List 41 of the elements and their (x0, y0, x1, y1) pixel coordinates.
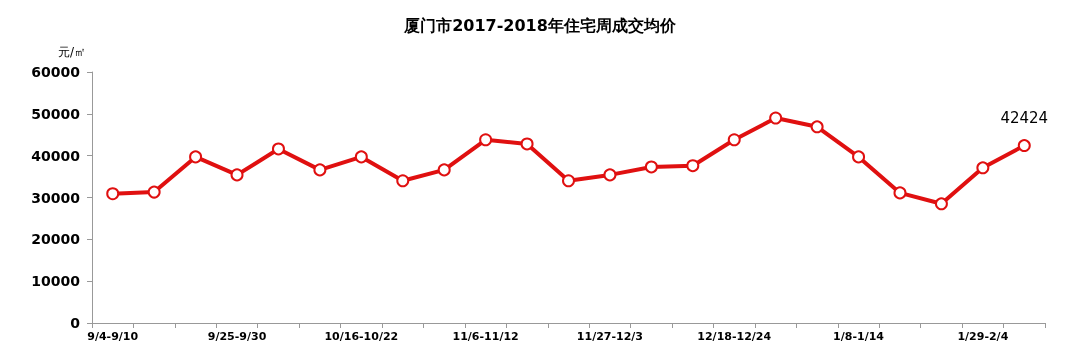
point (686, 159, 700, 173)
x-tick-label: 12/18-12/24 (697, 330, 772, 343)
x-tick-label: 11/6-11/12 (452, 330, 519, 343)
x-tick-label: 1/29-2/4 (957, 330, 1009, 343)
point (230, 168, 244, 182)
point (106, 187, 120, 201)
x-tick-label: 9/25-9/30 (207, 330, 267, 343)
point (810, 120, 824, 134)
chart-title: 厦门市2017-2018年住宅周成交均价 (403, 15, 677, 35)
y-tick-label: 20000 (31, 231, 81, 248)
point (271, 142, 285, 156)
x-tick-label: 10/16-10/22 (324, 330, 399, 343)
point (520, 137, 534, 151)
point (189, 150, 203, 164)
point (396, 174, 410, 188)
point (727, 133, 741, 147)
point (769, 111, 783, 125)
point (893, 186, 907, 200)
x-tick-label: 11/27-12/3 (576, 330, 644, 343)
point (1017, 139, 1031, 153)
point (437, 163, 451, 177)
point (976, 161, 990, 175)
y-tick-label: 60000 (31, 64, 81, 80)
point (562, 174, 575, 188)
point (354, 150, 368, 164)
point (147, 185, 161, 199)
y-tick-label: 10000 (31, 273, 81, 290)
point (934, 197, 948, 211)
point (313, 163, 327, 177)
y-axis-title: 元/㎡ (57, 45, 86, 59)
y-tick-label: 0 (70, 315, 81, 331)
data-label: 42424 (1000, 108, 1049, 127)
point (479, 133, 493, 147)
y-tick-label: 40000 (31, 147, 81, 164)
x-tick-label: 9/4-9/10 (87, 330, 139, 343)
y-tick-label: 30000 (31, 189, 81, 206)
y-tick-label: 50000 (31, 105, 81, 122)
point (644, 160, 658, 174)
point (603, 168, 617, 182)
x-tick-label: 1/8-1/14 (833, 330, 885, 343)
point (852, 150, 866, 164)
